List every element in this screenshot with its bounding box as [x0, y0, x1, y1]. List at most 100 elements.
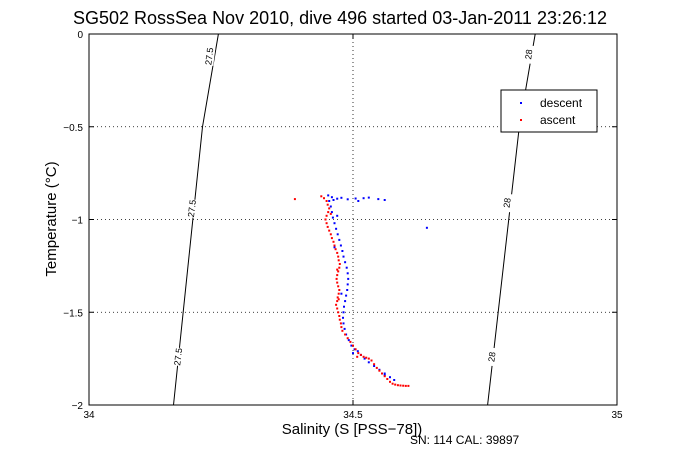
descent-point — [340, 292, 343, 295]
descent-point — [350, 344, 353, 347]
data-points — [293, 194, 428, 387]
descent-point — [336, 197, 339, 200]
descent-point — [332, 199, 335, 201]
x-tick-label: 34.5 — [343, 410, 363, 421]
ascent-point — [336, 281, 339, 284]
descent-point — [367, 196, 370, 199]
descent-point — [342, 322, 345, 325]
ascent-point — [329, 233, 332, 236]
ascent-point — [394, 383, 397, 386]
descent-point — [329, 205, 332, 208]
ascent-point — [354, 348, 357, 351]
y-tick-label: −0.5 — [63, 123, 83, 134]
descent-point — [340, 196, 343, 199]
chart-title: SG502 RossSea Nov 2010, dive 496 started… — [73, 8, 607, 28]
ascent-point — [337, 285, 340, 288]
ascent-point — [383, 375, 386, 378]
descent-point — [341, 250, 344, 252]
ascent-point — [407, 384, 410, 387]
descent-point — [346, 272, 349, 275]
descent-legend-marker — [520, 102, 522, 104]
ascent-point — [336, 307, 339, 310]
ascent-point — [335, 303, 338, 306]
ascent-point — [333, 244, 336, 247]
descent-point — [344, 261, 347, 264]
descent-point — [346, 198, 349, 201]
legend: descent ascent — [500, 89, 598, 133]
ascent-point — [344, 333, 347, 336]
contour-label-background — [203, 46, 216, 66]
descent-point — [356, 350, 359, 353]
ascent-point — [334, 248, 337, 251]
ascent-point — [365, 356, 368, 359]
ascent-point — [336, 274, 339, 277]
contour-label: 28 — [502, 197, 513, 208]
descent-point — [389, 376, 391, 379]
ascent-point — [335, 277, 338, 280]
contour-label: 28 — [486, 351, 497, 362]
ascent-point — [391, 382, 394, 385]
ascent-point — [337, 259, 340, 262]
contour-label: 27.5 — [186, 199, 198, 218]
contour-label: 28 — [523, 49, 534, 60]
y-tick-label: −1 — [72, 216, 84, 227]
contour-label-background — [522, 44, 535, 64]
contour-label-background — [501, 193, 514, 213]
ascent-point — [375, 366, 378, 369]
ascent-point — [330, 237, 333, 240]
descent-point — [363, 357, 366, 360]
ascent-point — [327, 211, 330, 214]
ascent-point — [356, 355, 359, 358]
ascent-point — [339, 322, 342, 325]
ascent-point — [320, 195, 323, 198]
descent-point — [343, 305, 345, 308]
descent-point — [347, 277, 350, 280]
ascent-point — [326, 203, 329, 206]
contour-label-background — [185, 198, 199, 218]
descent-point — [357, 200, 360, 202]
axis-ticks: 34 34.5 35 0 −0.5 −1 −1.5 −2 — [63, 30, 623, 421]
descent-point — [336, 233, 339, 236]
plot-area: 27.5 27.5 27.5 28 28 28 34 34.5 35 0 −0.5 −1 −1.5 −2 — [63, 30, 623, 421]
descent-point — [383, 372, 386, 375]
ascent-point — [399, 384, 402, 387]
ascent-point — [323, 197, 325, 200]
ascent-point — [362, 355, 365, 358]
descent-point — [342, 311, 345, 314]
ascent-point — [328, 229, 331, 232]
ascent-point — [328, 207, 331, 210]
ascent-point — [378, 369, 381, 372]
descent-point — [347, 339, 350, 342]
ascent-point — [340, 326, 343, 329]
ascent-legend-label: ascent — [540, 113, 576, 127]
ascent-point — [338, 289, 341, 291]
descent-point — [425, 226, 428, 229]
x-tick-label: 35 — [611, 410, 623, 421]
descent-point — [343, 327, 346, 330]
ascent-point — [337, 311, 340, 314]
y-tick-label: 0 — [77, 30, 83, 41]
descent-point — [377, 198, 380, 201]
y-tick-label: −1.5 — [63, 308, 83, 319]
x-tick-label: 34 — [83, 410, 95, 421]
ascent-point — [349, 340, 352, 343]
descent-point — [338, 238, 341, 241]
ascent-point — [337, 270, 340, 273]
ascent-point — [336, 251, 339, 254]
contour-label: 27.5 — [203, 47, 215, 66]
ascent-point — [325, 214, 328, 217]
contour-label-background — [485, 347, 498, 367]
ascent-point — [370, 359, 373, 362]
descent-point — [352, 352, 354, 355]
descent-point — [328, 200, 331, 202]
ascent-point — [386, 378, 389, 380]
ascent-point — [359, 353, 362, 356]
ascent-point — [324, 218, 327, 221]
descent-point — [336, 214, 339, 217]
ascent-point — [336, 300, 339, 303]
ascent-legend-marker — [520, 119, 522, 121]
descent-point — [346, 283, 349, 286]
descent-point — [342, 255, 345, 258]
y-axis-label: Temperature (°C) — [43, 161, 60, 276]
ascent-point — [341, 329, 344, 332]
